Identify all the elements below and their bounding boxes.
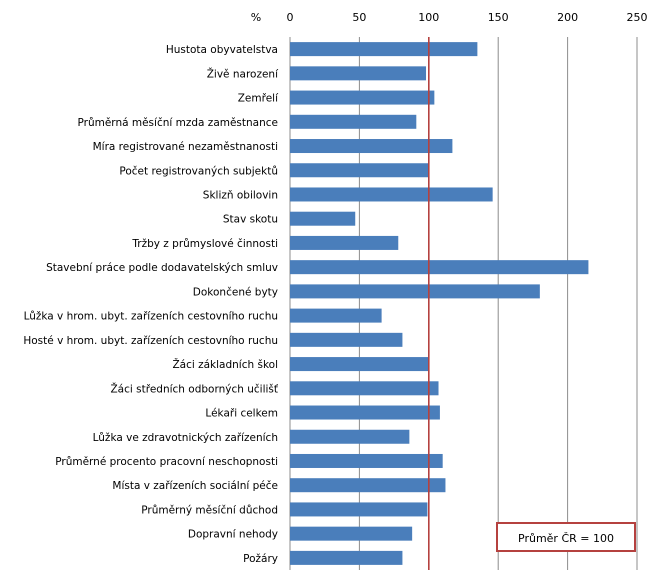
bar <box>290 550 403 565</box>
category-label: Lůžka ve zdravotnických zařízeních <box>93 432 278 444</box>
category-label: Žáci středních odborných učilišť <box>110 382 278 395</box>
bars <box>290 42 589 565</box>
category-label: Požáry <box>243 553 278 565</box>
category-label: Hosté v hrom. ubyt. zařízeních cestovníh… <box>23 335 278 347</box>
category-labels: Hustota obyvatelstva Živě narození Zemřelí… <box>23 44 279 565</box>
bar <box>290 66 427 81</box>
unit-label: % <box>251 11 261 24</box>
reference-legend-text: Průměr ČR = 100 <box>518 532 614 545</box>
category-label: Zemřelí <box>238 93 279 105</box>
category-label: Průměrná měsíční mzda zaměstnance <box>78 117 279 129</box>
reference-legend-box <box>496 522 636 552</box>
category-label: Sklizň obilovin <box>203 189 278 201</box>
x-tick-label: 200 <box>557 11 578 24</box>
x-axis-ticks: 0 50 100 150 200 250 <box>287 11 648 24</box>
bar <box>290 453 443 468</box>
bar <box>290 235 399 250</box>
category-label: Dopravní nehody <box>188 529 278 541</box>
bar <box>290 478 446 493</box>
bar <box>290 526 413 541</box>
category-label: Stavební práce podle dodavatelských smlu… <box>46 262 278 274</box>
category-label: Stav skotu <box>223 214 278 226</box>
category-label: Živě narození <box>207 67 279 80</box>
bar <box>290 308 382 323</box>
x-tick-label: 250 <box>627 11 648 24</box>
category-label: Lékaři celkem <box>205 408 278 420</box>
bar <box>290 381 439 396</box>
bar <box>290 502 428 517</box>
category-label: Průměrné procento pracovní neschopnosti <box>55 456 278 468</box>
reference-legend: Průměr ČR = 100 <box>496 522 636 552</box>
x-tick-label: 0 <box>287 11 294 24</box>
bar <box>290 332 403 347</box>
x-tick-label: 50 <box>352 11 366 24</box>
category-label: Míra registrované nezaměstnanosti <box>93 141 278 153</box>
bar <box>290 114 417 129</box>
bar <box>290 405 440 420</box>
category-label: Žáci základních škol <box>172 358 278 371</box>
category-label: Místa v zařízeních sociální péče <box>112 480 278 492</box>
bar <box>290 163 429 178</box>
bar <box>290 284 540 299</box>
bar <box>290 357 429 372</box>
x-tick-label: 150 <box>488 11 509 24</box>
bar <box>290 90 435 105</box>
category-label: Průměrný měsíční důchod <box>141 504 278 516</box>
x-tick-label: 100 <box>418 11 439 24</box>
category-label: Počet registrovaných subjektů <box>119 165 278 177</box>
category-label: Hustota obyvatelstva <box>166 44 278 56</box>
category-label: Lůžka v hrom. ubyt. zařízeních cestovníh… <box>24 311 278 323</box>
bar <box>290 260 589 275</box>
category-label: Dokončené byty <box>193 286 278 298</box>
bar <box>290 211 356 226</box>
bar <box>290 139 453 154</box>
bar <box>290 187 493 202</box>
bar <box>290 429 410 444</box>
category-label: Tržby z průmyslové činnosti <box>131 238 278 250</box>
bar <box>290 42 478 57</box>
